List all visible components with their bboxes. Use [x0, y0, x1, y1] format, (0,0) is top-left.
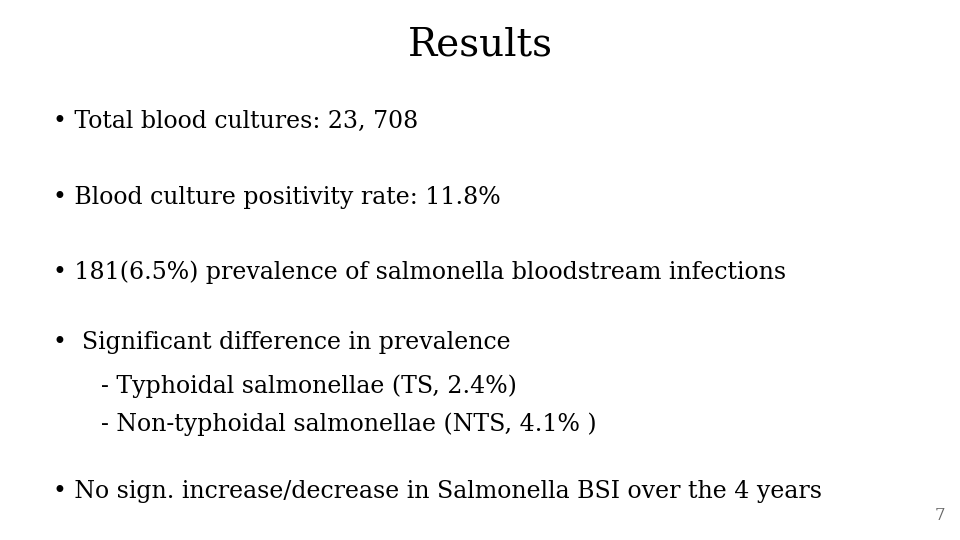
- Text: • Blood culture positivity rate: 11.8%: • Blood culture positivity rate: 11.8%: [53, 186, 500, 208]
- Text: - Typhoidal salmonellae (TS, 2.4%): - Typhoidal salmonellae (TS, 2.4%): [101, 374, 516, 398]
- Text: • No sign. increase/decrease in Salmonella BSI over the 4 years: • No sign. increase/decrease in Salmonel…: [53, 480, 822, 503]
- Text: • 181(6.5%) prevalence of salmonella bloodstream infections: • 181(6.5%) prevalence of salmonella blo…: [53, 261, 786, 285]
- Text: - Non-typhoidal salmonellae (NTS, 4.1% ): - Non-typhoidal salmonellae (NTS, 4.1% ): [101, 412, 596, 436]
- Text: • Total blood cultures: 23, 708: • Total blood cultures: 23, 708: [53, 110, 418, 133]
- Text: •  Significant difference in prevalence: • Significant difference in prevalence: [53, 332, 511, 354]
- Text: Results: Results: [407, 27, 553, 64]
- Text: 7: 7: [935, 507, 946, 524]
